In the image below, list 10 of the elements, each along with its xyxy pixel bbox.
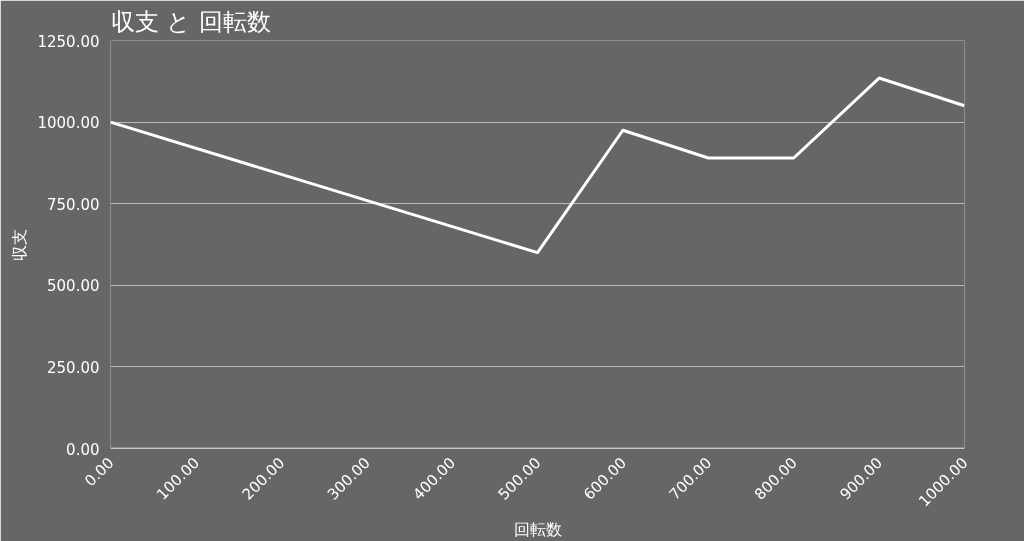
y-tick-label: 250.00 — [47, 358, 100, 377]
x-axis-title: 回転数 — [513, 519, 562, 539]
y-tick-label: 0.00 — [66, 440, 100, 459]
line-series — [110, 76, 965, 255]
y-tick-label: 1000.00 — [37, 114, 100, 133]
chart-title: 収支 と 回転数 — [110, 7, 271, 36]
y-tick-label: 750.00 — [47, 195, 100, 214]
y-tick-label: 1250.00 — [37, 32, 100, 51]
y-tick-label: 500.00 — [47, 277, 100, 296]
y-axis-title: 収支 — [10, 228, 30, 261]
